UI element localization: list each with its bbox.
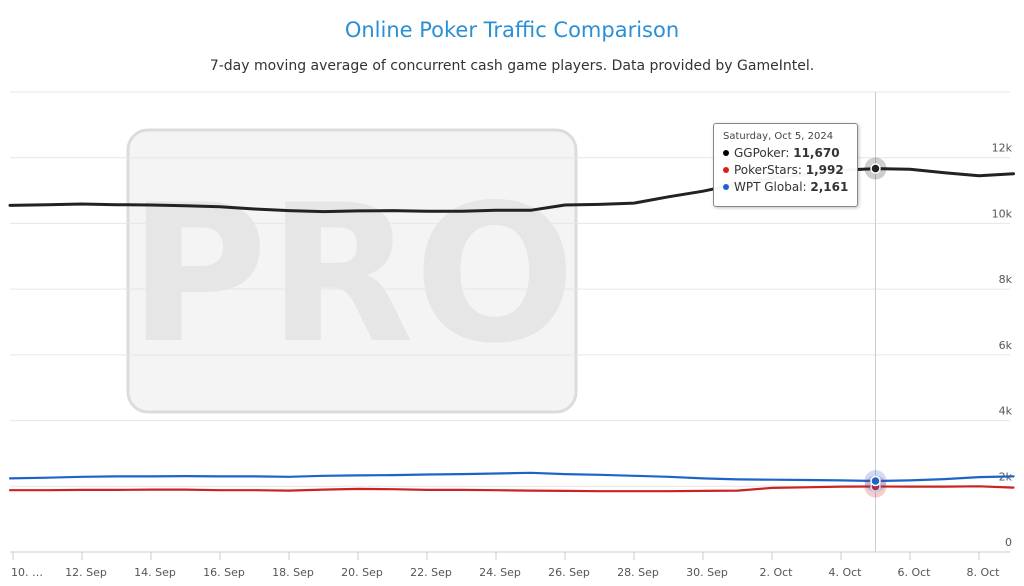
tooltip-row-wpt-global: WPT Global: 2,161 xyxy=(723,179,849,196)
y-tick-label: 10k xyxy=(992,207,1013,220)
series-line-pokerstars xyxy=(8,485,1015,493)
x-tick-label: 18. Sep xyxy=(272,566,314,579)
tooltip: Saturday, Oct 5, 2024 GGPoker: 11,670 Po… xyxy=(713,123,858,207)
grid-lines xyxy=(10,91,1010,553)
y-tick-label: 12k xyxy=(992,142,1013,155)
x-tick-label: 20. Sep xyxy=(341,566,383,579)
wpt-global-dot-icon xyxy=(723,183,729,190)
x-tick-label: 26. Sep xyxy=(548,566,590,579)
x-tick-label: 28. Sep xyxy=(617,566,659,579)
y-tick-label: 8k xyxy=(999,273,1013,286)
x-axis: 10. … 12. Sep 14. Sep 16. Sep 18. Sep 20. Sep… xyxy=(11,552,1000,579)
ggpoker-dot-icon xyxy=(723,149,729,156)
series-line-wpt-global xyxy=(8,471,1015,483)
tooltip-series-name: WPT Global xyxy=(734,180,803,194)
x-tick-label: 4. Oct xyxy=(828,566,862,579)
hover-markers xyxy=(864,157,887,498)
x-tick-label: 10. … xyxy=(11,566,43,579)
x-tick-label: 22. Sep xyxy=(410,566,452,579)
x-tick-label: 2. Oct xyxy=(759,566,793,579)
chart-title: Online Poker Traffic Comparison xyxy=(344,18,680,42)
y-tick-label: 4k xyxy=(999,405,1013,418)
tooltip-series-value: 11,670 xyxy=(793,146,840,160)
x-tick-label: 8. Oct xyxy=(966,566,1000,579)
tooltip-series-name: PokerStars xyxy=(734,163,798,177)
hover-marker-wpt-global xyxy=(870,475,881,487)
x-tick-label: 24. Sep xyxy=(479,566,521,579)
tooltip-row-pokerstars: PokerStars: 1,992 xyxy=(723,162,849,179)
tooltip-row-ggpoker: GGPoker: 11,670 xyxy=(723,145,849,162)
pro-watermark: PRO xyxy=(126,128,578,414)
hover-marker-ggpoker xyxy=(870,163,881,174)
tooltip-series-value: 2,161 xyxy=(810,180,849,194)
tooltip-series-name: GGPoker xyxy=(734,146,786,160)
x-tick-label: 14. Sep xyxy=(134,566,176,579)
x-tick-label: 6. Oct xyxy=(897,566,931,579)
tooltip-date: Saturday, Oct 5, 2024 xyxy=(723,131,834,142)
chart-subtitle: 7-day moving average of concurrent cash … xyxy=(209,58,815,74)
y-tick-label: 6k xyxy=(999,339,1013,352)
tooltip-series-value: 1,992 xyxy=(805,163,844,177)
x-tick-label: 16. Sep xyxy=(203,566,245,579)
y-tick-label: 0 xyxy=(1005,536,1012,549)
watermark-frame xyxy=(126,128,578,414)
x-tick-label: 30. Sep xyxy=(686,566,728,579)
watermark-text: PRO xyxy=(128,164,575,385)
pokerstars-dot-icon xyxy=(723,166,729,173)
x-tick-label: 12. Sep xyxy=(65,566,107,579)
